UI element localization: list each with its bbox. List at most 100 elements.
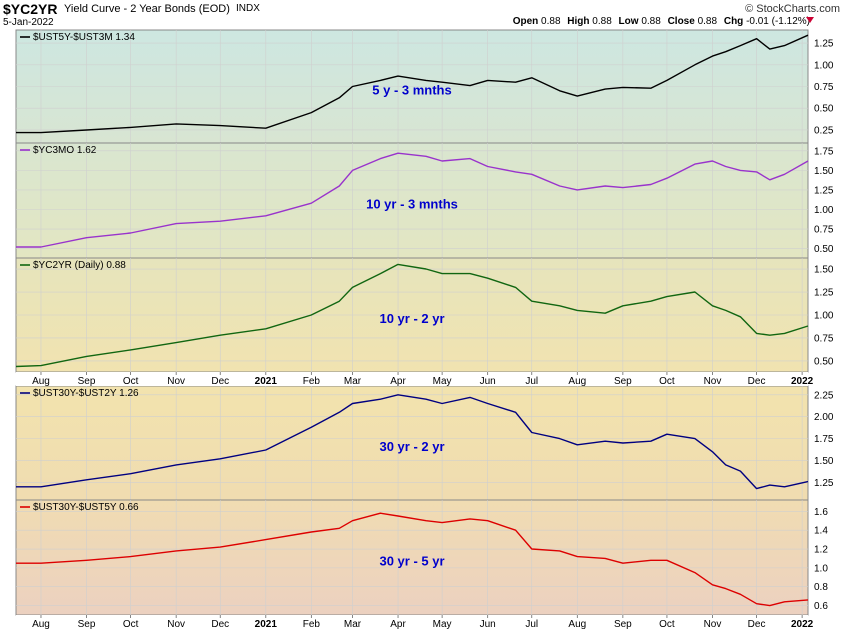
- x-tick-label: Sep: [78, 619, 96, 630]
- x-tick-label: Oct: [659, 376, 675, 387]
- panel-annotation: 30 yr - 2 yr: [379, 439, 444, 454]
- panel-background: [15, 499, 809, 616]
- y-tick-label: 1.25: [814, 39, 834, 50]
- brand-label: © StockCharts.com: [745, 3, 840, 15]
- y-tick-label: 1.25: [814, 185, 834, 196]
- x-axis-band: [16, 615, 808, 629]
- y-tick-label: 0.75: [814, 82, 834, 93]
- high-value: 0.88: [592, 16, 612, 27]
- ticker-symbol: $YC2YR: [3, 1, 58, 17]
- series-line: [16, 512, 809, 607]
- x-axis-2: Aug Sep Oct Nov Dec 2021 Feb Mar Apr May Jun Jul Aug…: [16, 615, 814, 630]
- x-tick-label: Nov: [704, 619, 722, 630]
- x-axis-band: [16, 372, 808, 386]
- panel-annotation: 10 yr - 2 yr: [379, 311, 444, 326]
- x-tick-label: Aug: [568, 619, 586, 630]
- x-tick-label: Dec: [211, 376, 229, 387]
- x-tick-label: Aug: [568, 376, 586, 387]
- x-tick-label: Mar: [344, 376, 362, 387]
- series-line: [16, 34, 809, 134]
- y-tick-label: 0.75: [814, 225, 834, 236]
- panel-4: 1.25 1.50 1.75 2.00 2.25 $UST30Y-$UST2Y 1.26 3…: [15, 385, 834, 501]
- panel-1: 0.25 0.50 0.75 1.00 1.25 $UST5Y-$UST3M 1.34 5 …: [15, 29, 834, 144]
- x-tick-label: May: [433, 619, 452, 630]
- x-tick-label: Sep: [614, 376, 632, 387]
- panel-2: 0.50 0.75 1.00 1.25 1.50 1.75 $YC3MO 1.62 10 yr…: [15, 142, 834, 259]
- x-tick-label: Aug: [32, 376, 50, 387]
- x-tick-label: Apr: [390, 619, 406, 630]
- series-label: $YC3MO 1.62: [33, 145, 97, 156]
- y-tick-label: 1.0: [814, 563, 828, 574]
- y-tick-label: 1.75: [814, 434, 834, 445]
- x-tick-label: Nov: [704, 376, 722, 387]
- y-tick-label: 1.50: [814, 456, 834, 467]
- series-line: [15, 263, 809, 368]
- y-tick-label: 1.50: [814, 265, 834, 276]
- chg-label: Chg: [723, 16, 744, 27]
- y-tick-label: 1.6: [814, 507, 828, 518]
- x-tick-label: Sep: [614, 619, 632, 630]
- series-label: $UST30Y-$UST2Y 1.26: [33, 388, 139, 399]
- x-tick-label: Nov: [167, 376, 185, 387]
- panel-annotation: 5 y - 3 mnths: [372, 83, 451, 98]
- panel-annotation: 10 yr - 3 mnths: [366, 197, 458, 212]
- chart-header: $YC2YR Yield Curve - 2 Year Bonds (EOD) …: [0, 0, 850, 32]
- series-label: $YC2YR (Daily) 0.88: [33, 260, 126, 271]
- y-tick-label: 1.4: [814, 526, 828, 537]
- close-label: Close: [667, 16, 695, 27]
- x-tick-label: Oct: [123, 376, 139, 387]
- chart-description: Yield Curve - 2 Year Bonds (EOD): [64, 3, 230, 15]
- y-tick-label: 1.00: [814, 60, 834, 71]
- y-tick-label: 0.50: [814, 356, 834, 367]
- series-label: $UST30Y-$UST5Y 0.66: [33, 502, 139, 513]
- x-tick-label: Jul: [525, 376, 538, 387]
- x-tick-label: Dec: [211, 619, 229, 630]
- y-tick-label: 1.25: [814, 288, 834, 299]
- series-line: [16, 394, 809, 490]
- y-tick-label: 2.25: [814, 390, 834, 401]
- x-tick-label: Jun: [480, 619, 496, 630]
- series-line: [16, 152, 809, 248]
- low-label: Low: [618, 16, 639, 27]
- x-tick-label: 2021: [255, 619, 278, 630]
- panel-background: [15, 385, 809, 501]
- y-tick-label: 0.50: [814, 104, 834, 115]
- series-label: $UST5Y-$UST3M 1.34: [33, 32, 135, 43]
- y-tick-label: 1.00: [814, 311, 834, 322]
- x-axis-1: Aug Sep Oct Nov Dec 2021 Feb Mar Apr May Jun Jul Aug…: [16, 372, 814, 387]
- y-tick-label: 0.75: [814, 333, 834, 344]
- x-tick-label: May: [433, 376, 452, 387]
- down-arrow-icon: [806, 17, 814, 23]
- y-tick-label: 1.00: [814, 205, 834, 216]
- low-value: 0.88: [641, 16, 661, 27]
- y-tick-label: 1.75: [814, 146, 834, 157]
- x-tick-label: Jul: [525, 619, 538, 630]
- x-tick-label: Aug: [32, 619, 50, 630]
- x-tick-label: Feb: [303, 376, 321, 387]
- y-tick-label: 0.25: [814, 125, 834, 136]
- x-tick-label: 2021: [255, 376, 278, 387]
- y-tick-label: 0.6: [814, 601, 828, 612]
- x-tick-label: Dec: [748, 619, 766, 630]
- y-tick-label: 1.2: [814, 545, 828, 556]
- x-tick-label: Nov: [167, 619, 185, 630]
- x-tick-label: 2022: [791, 376, 814, 387]
- open-label: Open: [512, 16, 539, 27]
- x-tick-label: Oct: [659, 619, 675, 630]
- x-tick-label: Sep: [78, 376, 96, 387]
- y-tick-label: 0.50: [814, 244, 834, 255]
- y-tick-label: 2.00: [814, 412, 834, 423]
- x-tick-label: Jun: [480, 376, 496, 387]
- y-tick-label: 0.8: [814, 582, 828, 593]
- x-tick-label: Dec: [748, 376, 766, 387]
- close-value: 0.88: [697, 16, 718, 27]
- open-value: 0.88: [541, 16, 561, 27]
- x-tick-label: Oct: [123, 619, 139, 630]
- x-tick-label: Mar: [344, 619, 362, 630]
- panel-annotation: 30 yr - 5 yr: [379, 554, 444, 569]
- high-label: High: [567, 16, 590, 27]
- panel-background: [15, 142, 809, 259]
- panel-3: 0.50 0.75 1.00 1.25 1.50 $YC2YR (Daily) 0.88 1…: [15, 257, 834, 373]
